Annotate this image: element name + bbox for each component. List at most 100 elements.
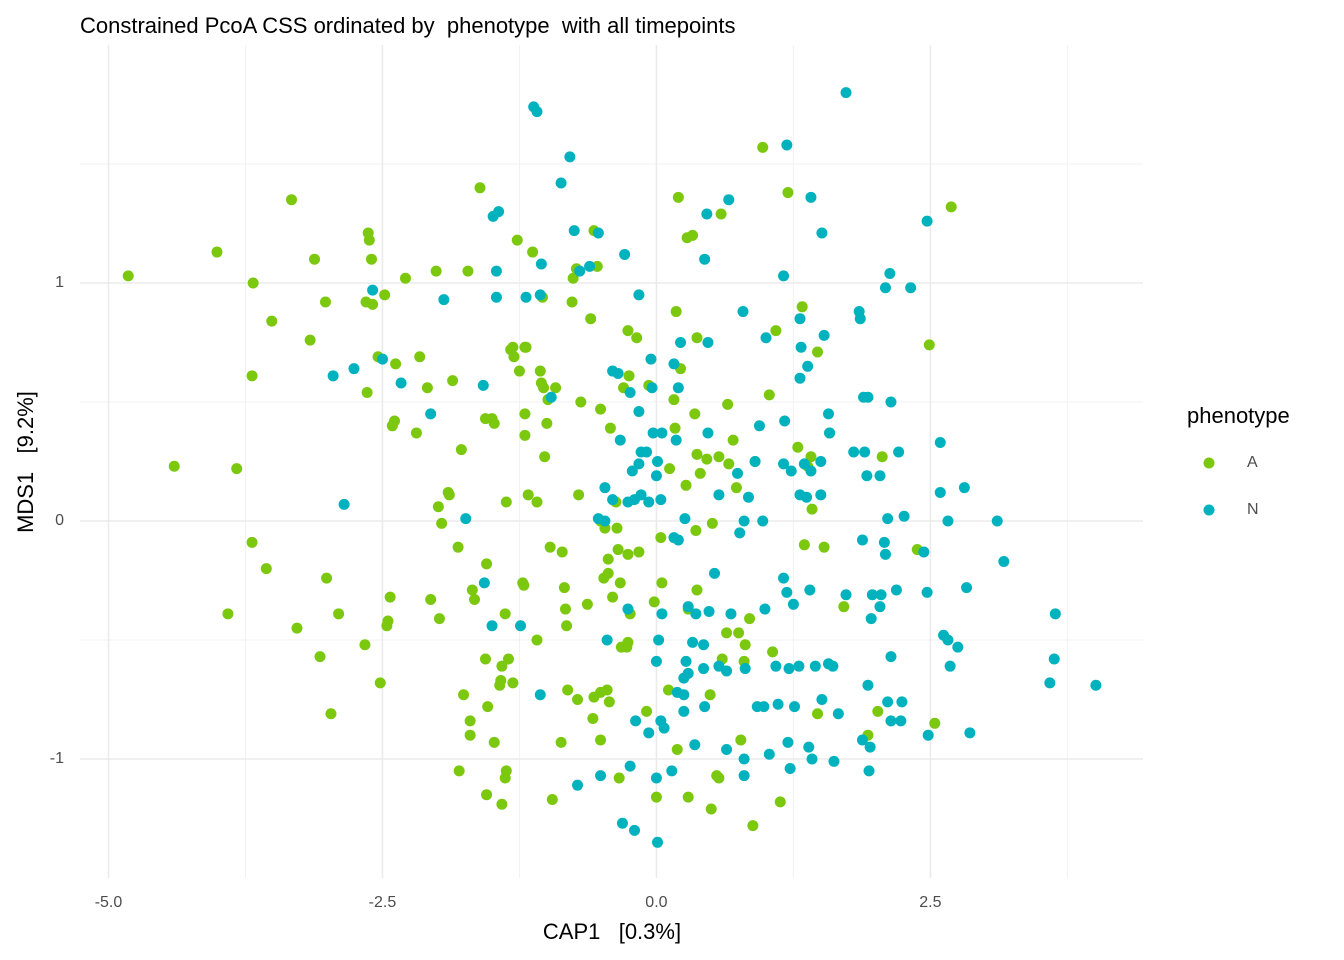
point — [713, 772, 725, 784]
point — [599, 482, 611, 494]
point — [630, 715, 642, 727]
point — [770, 660, 782, 672]
point — [732, 467, 744, 479]
point — [635, 446, 647, 458]
point — [602, 567, 614, 579]
point — [699, 701, 711, 713]
point — [466, 584, 478, 596]
point — [561, 620, 573, 632]
point — [742, 491, 754, 503]
point — [482, 701, 494, 713]
point — [382, 615, 394, 627]
point — [595, 403, 607, 415]
point — [433, 613, 445, 625]
point — [399, 272, 411, 284]
point — [815, 489, 827, 501]
point — [515, 620, 527, 632]
point — [286, 194, 298, 206]
point — [704, 689, 716, 701]
point — [511, 234, 523, 246]
point — [656, 608, 668, 620]
grid — [80, 45, 1143, 878]
point — [614, 434, 626, 446]
point — [690, 608, 702, 620]
point — [581, 598, 593, 610]
point — [389, 415, 401, 427]
point — [991, 515, 1003, 527]
point — [778, 572, 790, 584]
series — [327, 87, 1102, 848]
point — [805, 451, 817, 463]
point — [679, 513, 691, 525]
point — [896, 696, 908, 708]
point — [783, 663, 795, 675]
point — [622, 325, 634, 337]
y-tick-label: 0 — [55, 512, 64, 529]
point — [390, 358, 402, 370]
point — [613, 772, 625, 784]
point — [534, 289, 546, 301]
point — [601, 634, 613, 646]
point — [247, 277, 259, 289]
point — [474, 182, 486, 194]
point — [458, 689, 470, 701]
point — [876, 451, 888, 463]
point — [921, 215, 933, 227]
point — [806, 503, 818, 515]
point — [747, 820, 759, 832]
point — [781, 139, 793, 151]
point — [211, 246, 223, 258]
point — [702, 427, 714, 439]
point — [624, 760, 636, 772]
point — [689, 739, 701, 751]
point — [802, 360, 814, 372]
point — [462, 265, 474, 277]
point — [556, 546, 568, 558]
point — [655, 532, 667, 544]
point — [595, 734, 607, 746]
point — [531, 106, 543, 118]
point — [564, 151, 576, 163]
point — [555, 177, 567, 189]
point — [464, 715, 476, 727]
point — [291, 622, 303, 634]
point — [918, 546, 930, 558]
point — [738, 515, 750, 527]
point — [650, 470, 662, 482]
point — [923, 339, 935, 351]
point — [809, 660, 821, 672]
point — [555, 736, 567, 748]
point — [314, 651, 326, 663]
point — [1044, 677, 1056, 689]
point — [898, 510, 910, 522]
point — [572, 779, 584, 791]
point — [338, 498, 350, 510]
point — [735, 734, 747, 746]
point — [672, 191, 684, 203]
point — [784, 763, 796, 775]
point — [781, 586, 793, 598]
point — [603, 696, 615, 708]
point — [812, 346, 824, 358]
point — [633, 406, 645, 418]
point — [602, 553, 614, 565]
point — [481, 558, 493, 570]
point — [805, 191, 817, 203]
point — [545, 391, 557, 403]
point — [595, 770, 607, 782]
point — [490, 291, 502, 303]
point — [759, 603, 771, 615]
point — [678, 672, 690, 684]
point — [785, 465, 797, 477]
point — [753, 420, 765, 432]
point — [709, 567, 721, 579]
point — [878, 536, 890, 548]
point — [519, 408, 531, 420]
point — [587, 713, 599, 725]
point — [705, 803, 717, 815]
point — [874, 470, 886, 482]
point — [739, 663, 751, 675]
point — [527, 246, 539, 258]
point — [604, 422, 616, 434]
point — [861, 470, 873, 482]
